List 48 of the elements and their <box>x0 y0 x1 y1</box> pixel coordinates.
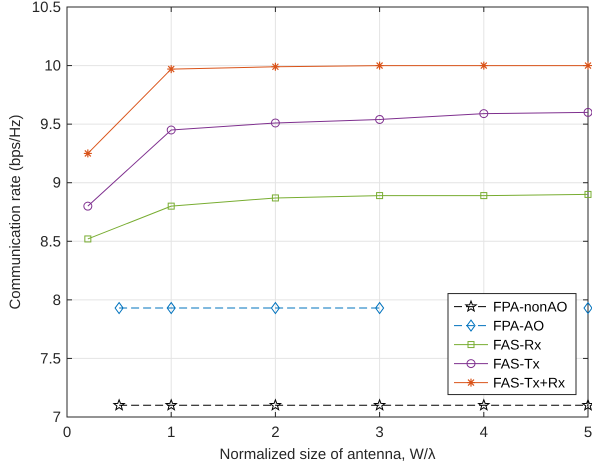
legend-label: FAS-Tx+Rx <box>493 374 565 391</box>
y-tick-label: 9 <box>52 174 61 192</box>
x-tick-label: 0 <box>62 424 72 441</box>
point <box>376 192 384 200</box>
point <box>270 118 280 128</box>
point <box>270 399 282 410</box>
point <box>83 148 92 158</box>
y-tick-label: 7.5 <box>40 350 61 368</box>
x-tick-label: 2 <box>271 424 280 441</box>
y-tick-label: 8.5 <box>40 233 61 250</box>
point <box>583 60 592 70</box>
point <box>479 109 488 118</box>
point <box>166 126 176 134</box>
point <box>272 194 279 202</box>
point <box>478 399 490 410</box>
point <box>480 192 488 200</box>
point <box>270 302 280 314</box>
point <box>375 60 384 70</box>
x-axis-title: Normalized size of antenna, W/λ <box>220 446 436 463</box>
point <box>114 302 124 314</box>
y-tick-label: 10 <box>44 58 61 75</box>
point <box>165 399 177 410</box>
y-tick-label: 10.5 <box>32 0 61 16</box>
y-tick-label: 7 <box>52 409 61 426</box>
point <box>84 235 92 242</box>
point <box>374 399 386 410</box>
legend-label: FPA-AO <box>493 318 544 334</box>
point <box>375 302 384 314</box>
x-tick-label: 3 <box>375 424 384 441</box>
point <box>584 190 592 198</box>
point <box>270 62 280 72</box>
point <box>479 60 488 70</box>
point <box>166 302 176 314</box>
point <box>168 202 175 210</box>
point <box>166 64 176 74</box>
point <box>375 114 384 124</box>
point <box>83 202 92 211</box>
y-tick-label: 8 <box>52 292 61 309</box>
x-tick-label: 4 <box>480 424 488 441</box>
legend-label: FAS-Tx <box>493 356 540 372</box>
legend-label: FPA-nonAO <box>493 298 568 315</box>
y-axis-title: Communication rate (bps/Hz) <box>7 114 24 310</box>
point <box>584 108 592 117</box>
x-tick-label: 5 <box>584 424 592 441</box>
legend-label: FAS-Rx <box>493 336 542 353</box>
y-tick-label: 9.5 <box>40 116 61 134</box>
x-tick-label: 1 <box>167 424 176 441</box>
point <box>113 399 125 410</box>
